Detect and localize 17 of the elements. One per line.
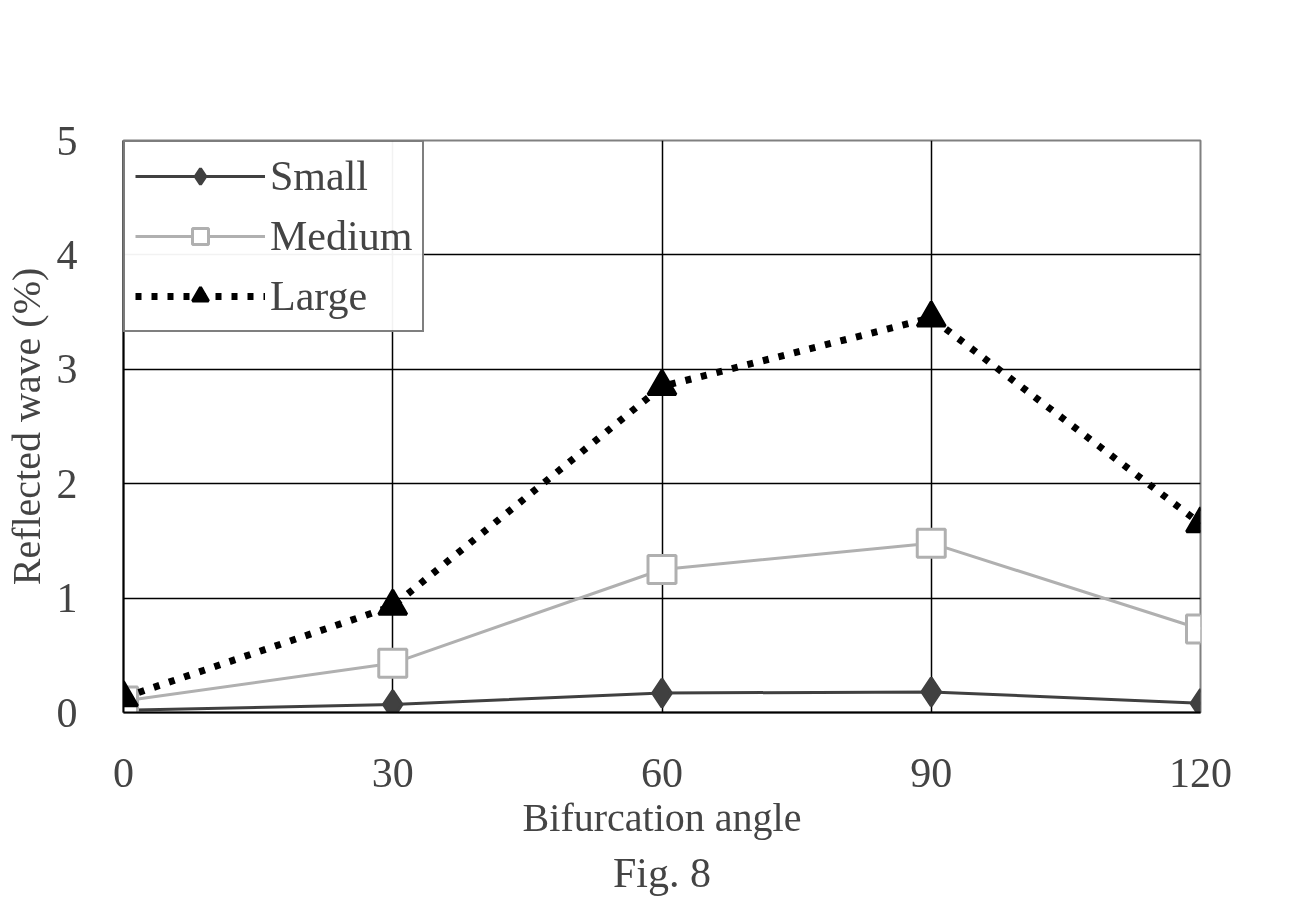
- x-tick-label: 120: [1169, 749, 1232, 796]
- y-tick-label: 1: [56, 575, 78, 622]
- x-tick-label: 90: [910, 749, 953, 796]
- y-tick-label: 3: [56, 346, 78, 393]
- x-tick-label: 30: [371, 749, 414, 796]
- y-tick-label: 4: [56, 231, 78, 278]
- y-tick-label: 5: [56, 117, 78, 164]
- legend-label: Small: [270, 152, 369, 200]
- caption: Fig. 8: [612, 849, 712, 896]
- y-tick-label: 0: [56, 689, 78, 736]
- y-axis-title: Reflected wave (%): [3, 267, 49, 586]
- legend-label: Medium: [270, 212, 413, 260]
- legend-label: Large: [270, 272, 368, 320]
- x-tick-label: 0: [113, 749, 134, 796]
- x-axis-title: Bifurcation angle: [522, 794, 802, 840]
- x-tick-label: 60: [641, 749, 683, 796]
- y-tick-label: 2: [56, 460, 78, 507]
